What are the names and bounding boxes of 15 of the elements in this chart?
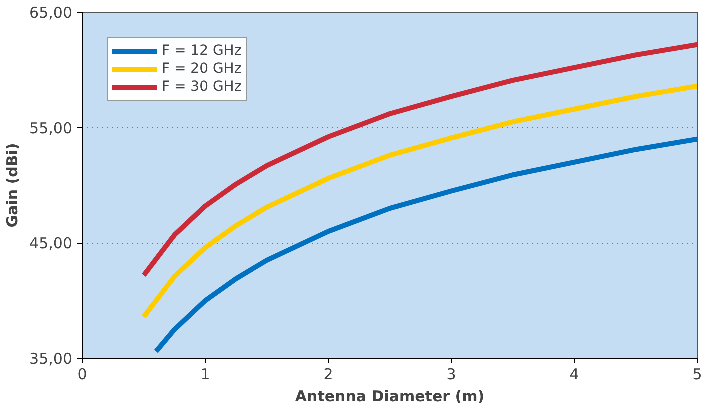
x-tick-label: 0 (78, 366, 88, 384)
legend-label: F = 20 GHz (162, 60, 242, 78)
y-tick-label: 45,00 (30, 234, 73, 253)
x-tick-label: 4 (570, 366, 580, 384)
x-tick-label: 2 (324, 366, 334, 384)
y-tick-label: 35,00 (30, 350, 73, 368)
x-tick-label: 5 (692, 366, 702, 384)
x-tick-label: 1 (200, 366, 210, 384)
legend-label: F = 12 GHz (162, 42, 242, 60)
y-tick-label: 65,00 (30, 4, 73, 22)
x-axis-title: Antenna Diameter (m) (295, 388, 485, 406)
x-tick-label: 3 (446, 366, 456, 384)
legend-label: F = 30 GHz (162, 78, 242, 96)
y-axis-title: Gain (dBi) (4, 143, 22, 228)
y-tick-label: 55,00 (30, 119, 73, 138)
